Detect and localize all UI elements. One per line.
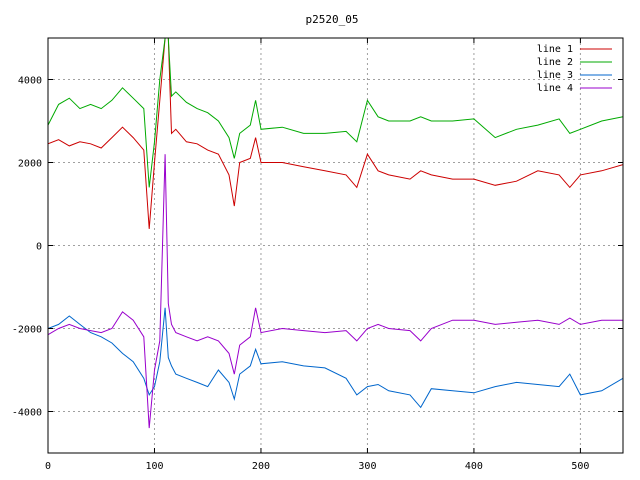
y-tick-label: 2000: [18, 159, 42, 170]
y-tick-label: -4000: [12, 408, 42, 419]
x-tick-label: 400: [465, 461, 483, 472]
chart-title: p2520_05: [306, 13, 359, 26]
x-tick-label: 0: [45, 461, 51, 472]
series-group: [48, 38, 623, 429]
y-tick-label: -2000: [12, 325, 42, 336]
y-tick-label: 4000: [18, 76, 42, 87]
x-tick-label: 300: [358, 461, 376, 472]
x-tick-label: 100: [145, 461, 163, 472]
legend-label-1: line 1: [537, 44, 573, 55]
legend: line 1 line 2 line 3 line 4: [537, 44, 612, 94]
x-tick-label: 200: [252, 461, 270, 472]
axis-ticks: 0 100 200 300 400 500 -4000 -2000 0 2000 4000: [12, 38, 623, 472]
legend-label-4: line 4: [537, 83, 573, 94]
grid: [47, 38, 623, 453]
y-tick-label: 0: [36, 242, 42, 253]
x-tick-label: 500: [571, 461, 589, 472]
legend-label-2: line 2: [537, 57, 573, 68]
series-line-4: [48, 154, 623, 429]
series-line-2: [48, 38, 623, 188]
series-line-1: [48, 38, 623, 229]
series-line-3: [48, 307, 623, 409]
legend-label-3: line 3: [537, 70, 573, 81]
